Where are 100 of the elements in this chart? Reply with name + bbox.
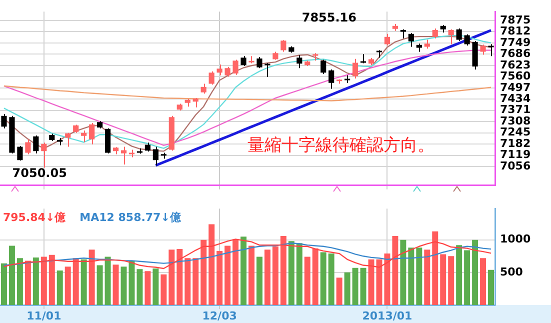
bar (216, 250, 223, 305)
candlestick (480, 44, 486, 56)
bar (208, 224, 215, 305)
bar (488, 270, 494, 305)
annotation: 7050.05 (12, 166, 67, 180)
bar (136, 269, 143, 305)
candlestick (25, 138, 31, 155)
bar (120, 266, 127, 305)
bar (192, 258, 199, 305)
bar (432, 231, 438, 305)
y-tick-label: 7812 (500, 24, 531, 38)
bar (256, 256, 262, 305)
bar (40, 256, 47, 305)
candlestick (216, 64, 222, 76)
y-tick-label: 7308 (500, 114, 531, 128)
bar (472, 240, 478, 305)
bar (224, 246, 231, 305)
bar (112, 264, 119, 305)
candlestick (408, 32, 414, 48)
candlestick (208, 70, 214, 86)
bar (32, 257, 39, 305)
y-tick-label: 7560 (500, 70, 531, 83)
candlestick (256, 56, 262, 69)
candlestick (360, 54, 366, 64)
bar (144, 271, 151, 305)
x-tick-label: 11/01 (26, 309, 62, 322)
candlestick (33, 134, 39, 154)
bar (416, 248, 422, 305)
bar (200, 240, 207, 305)
bar (456, 245, 462, 305)
candlestick (456, 28, 462, 42)
bar (160, 274, 167, 305)
y-tick-label: 7182 (500, 136, 531, 150)
bar (448, 256, 454, 305)
candlestick (296, 54, 302, 69)
candlestick (240, 56, 246, 66)
bar (248, 246, 254, 305)
bar (384, 254, 390, 305)
y-tick-label: 1000 (500, 232, 531, 246)
bar (312, 248, 318, 305)
bar (72, 258, 79, 305)
bar (128, 260, 135, 305)
candlestick (224, 66, 230, 78)
bar (176, 248, 183, 305)
bar (56, 270, 63, 305)
candlestick (200, 83, 206, 94)
bar (48, 254, 55, 305)
bar (1, 263, 7, 305)
candlestick (192, 98, 198, 108)
bar (104, 256, 111, 305)
bar (360, 268, 366, 305)
bar (24, 260, 31, 305)
candlestick (41, 142, 47, 168)
candlestick (120, 146, 127, 166)
candlestick (17, 146, 23, 161)
candlestick (320, 59, 326, 74)
bar (168, 250, 175, 305)
y-tick-label: 7623 (500, 58, 531, 72)
bar (304, 256, 310, 305)
y-tick-label: 500 (500, 265, 524, 278)
candlestick (65, 132, 71, 148)
bar (232, 239, 239, 305)
y-tick-label: 7497 (500, 80, 531, 94)
y-tick-label: 7119 (500, 148, 531, 162)
candlestick (464, 34, 470, 46)
candlestick (448, 28, 454, 45)
bar (424, 250, 430, 305)
bar (440, 254, 446, 305)
y-tick-label: 7245 (500, 126, 531, 139)
y-tick-label: 7749 (500, 36, 531, 49)
bar (408, 248, 414, 305)
bar (400, 240, 406, 305)
bar (88, 250, 95, 305)
bar (264, 250, 270, 305)
candlestick (152, 146, 158, 166)
candlestick (280, 40, 286, 52)
y-tick-label: 7056 (500, 159, 531, 172)
bar (16, 258, 23, 305)
bar (272, 246, 278, 305)
candlestick (264, 62, 270, 78)
bar (80, 259, 87, 305)
text: MA12 858.77↓億 (80, 210, 182, 224)
candlestick (328, 69, 334, 90)
bar (96, 265, 103, 305)
candlestick (232, 59, 238, 76)
y-tick-label: 7686 (500, 47, 531, 60)
annotation: 7855.16 (302, 10, 357, 25)
candlestick (432, 28, 438, 39)
y-tick-label: 7371 (500, 103, 531, 116)
y-tick-label: 7434 (500, 92, 531, 105)
candlestick (384, 33, 390, 46)
text: 795.84↓億 (3, 210, 67, 224)
bar (464, 250, 470, 305)
candlestick (1, 114, 7, 129)
candlestick (104, 128, 111, 154)
candlestick (81, 130, 87, 143)
bar (184, 258, 191, 305)
candlestick (89, 122, 95, 145)
bar (296, 243, 302, 305)
bar (352, 268, 358, 305)
